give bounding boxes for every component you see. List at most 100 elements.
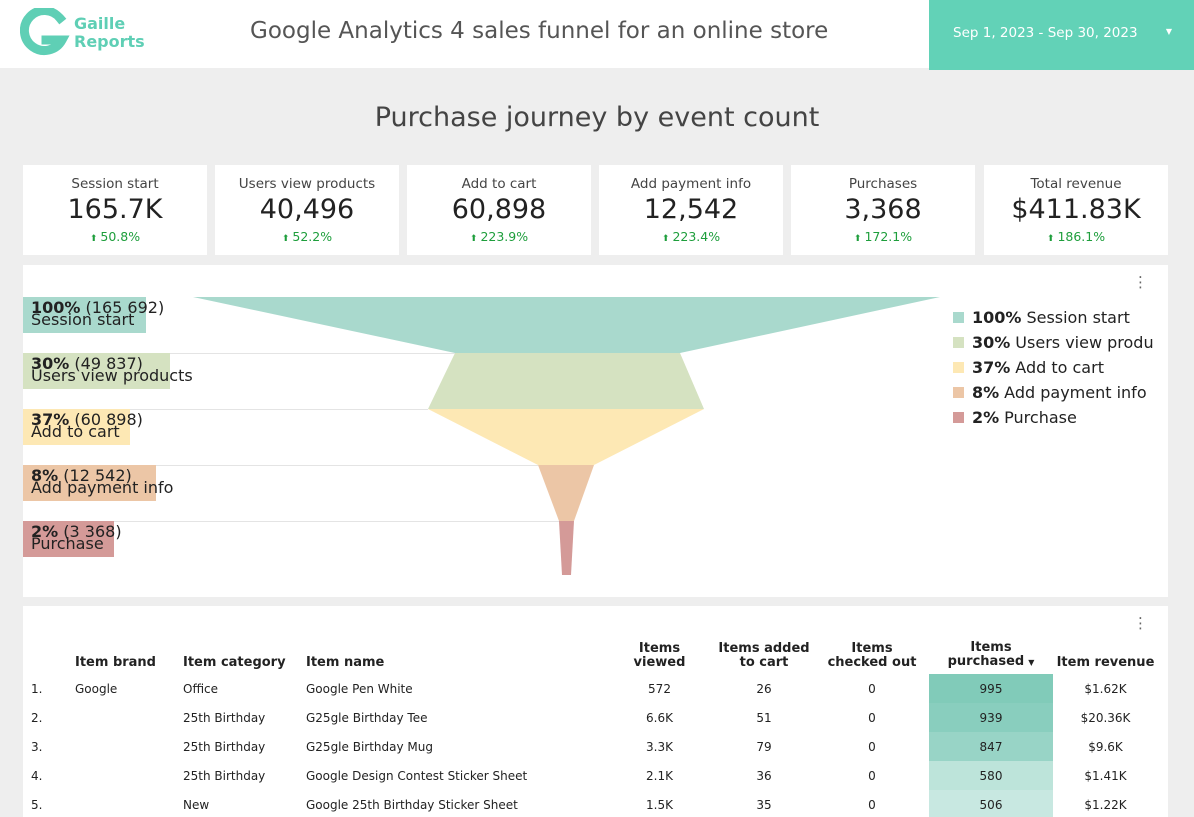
date-range-picker[interactable]: Sep 1, 2023 - Sep 30, 2023 ▼ (929, 0, 1194, 70)
funnel-panel: ⋮ 100% (165 692) Session start 30% (49 8… (23, 265, 1168, 597)
legend-item[interactable]: 100% Session start (953, 305, 1153, 330)
row-number: 4. (31, 768, 43, 783)
cell-cart: 35 (756, 797, 772, 812)
arrow-up-icon: ⬆ (469, 234, 478, 244)
row-number: 3. (31, 739, 43, 754)
cell-revenue: $1.62K (1084, 681, 1127, 696)
kpi-label: Session start (71, 176, 159, 192)
kpi-delta: ⬆ 52.2% (215, 229, 399, 244)
table-row[interactable]: 1. Google Office Google Pen White 572 26… (23, 674, 1158, 703)
legend-item[interactable]: 8% Add payment info (953, 380, 1153, 405)
stage-bar (23, 297, 146, 333)
column-header-item-name[interactable]: Item name (306, 655, 385, 670)
cell-category: 25th Birthday (183, 710, 266, 725)
gaille-reports-logo[interactable]: Gaille Reports (20, 8, 145, 58)
section-title: Purchase journey by event count (374, 102, 820, 133)
legend-pct: 8% (972, 383, 1000, 402)
cell-cart: 36 (756, 768, 772, 783)
stage-pct: 2% (31, 522, 59, 541)
arrow-up-icon: ⬆ (281, 234, 290, 244)
kpi-label: Purchases (848, 176, 918, 192)
legend-item[interactable]: 2% Purchase (953, 405, 1153, 430)
items-table-panel: ⋮ Item brand Item category Item name Ite… (23, 606, 1168, 817)
row-number-header (23, 641, 75, 674)
header-line: to cart (739, 655, 789, 670)
legend-label: Users view produ (1015, 333, 1153, 352)
legend-swatch (953, 412, 964, 423)
legend-swatch (953, 387, 964, 398)
column-header-item-category[interactable]: Item category (183, 655, 286, 670)
arrow-up-icon: ⬆ (853, 234, 862, 244)
column-header-items-added-to-cart[interactable]: Items added to cart (713, 641, 815, 674)
stage-bar (23, 353, 170, 389)
kpi-delta-value: 50.8% (100, 229, 141, 244)
kpi-value: 165.7K (67, 194, 163, 225)
page-title: Google Analytics 4 sales funnel for an o… (250, 18, 829, 44)
cell-checked-out: 0 (868, 710, 876, 725)
funnel-chart (193, 297, 940, 575)
legend-item[interactable]: 30% Users view produ (953, 330, 1153, 355)
more-options-icon[interactable]: ⋮ (1133, 273, 1148, 291)
cell-checked-out: 0 (868, 768, 876, 783)
kpi-delta-value: 186.1% (1057, 229, 1106, 244)
column-header-items-viewed[interactable]: Items viewed (606, 641, 713, 674)
cell-revenue: $1.22K (1084, 797, 1127, 812)
cell-brand (75, 790, 183, 817)
header-line: Items (970, 640, 1012, 655)
stage-count: (165 692) (85, 298, 165, 317)
date-range-label: Sep 1, 2023 - Sep 30, 2023 (953, 25, 1138, 41)
kpi-value: $411.83K (1011, 194, 1141, 225)
table-row[interactable]: 3. 25th Birthday G25gle Birthday Mug 3.3… (23, 732, 1158, 761)
funnel-stage-label-users-view-products: 30% (49 837) Users view products (23, 353, 193, 389)
column-header-item-brand[interactable]: Item brand (75, 655, 156, 670)
logo-text: Gaille Reports (74, 15, 145, 51)
table-row[interactable]: 2. 25th Birthday G25gle Birthday Tee 6.6… (23, 703, 1158, 732)
kpi-value: 40,496 (259, 194, 355, 225)
column-header-items-checked-out[interactable]: Items checked out (815, 641, 929, 674)
stage-pct: 37% (31, 410, 70, 429)
cell-brand (75, 732, 183, 761)
cell-name: Google Pen White (306, 681, 413, 696)
stage-pct: 30% (31, 354, 70, 373)
table-row[interactable]: 5. New Google 25th Birthday Sticker Shee… (23, 790, 1158, 817)
cell-name: Google Design Contest Sticker Sheet (306, 768, 528, 783)
divider (23, 465, 538, 466)
stage-pct: 100% (31, 298, 81, 317)
funnel-segment-purchase (559, 521, 574, 575)
logo-line2: Reports (74, 32, 145, 51)
column-header-items-purchased[interactable]: Items purchased ▼ (929, 641, 1053, 674)
legend-item[interactable]: 37% Add to cart (953, 355, 1153, 380)
arrow-up-icon: ⬆ (661, 234, 670, 244)
cell-purchased: 506 (929, 790, 1053, 817)
stage-count: (12 542) (63, 466, 132, 485)
more-options-icon[interactable]: ⋮ (1133, 614, 1148, 632)
cell-viewed: 1.5K (646, 797, 673, 812)
funnel-legend: 100% Session start 30% Users view produ … (953, 305, 1153, 430)
row-number: 5. (31, 797, 43, 812)
kpi-delta: ⬆ 223.4% (599, 229, 783, 244)
stage-count: (3 368) (63, 522, 122, 541)
kpi-delta-value: 223.4% (672, 229, 721, 244)
sort-desc-icon[interactable]: ▼ (1028, 658, 1035, 667)
legend-swatch (953, 362, 964, 373)
cell-purchased: 995 (929, 674, 1053, 703)
cell-category: 25th Birthday (183, 768, 266, 783)
table-row[interactable]: 4. 25th Birthday Google Design Contest S… (23, 761, 1158, 790)
legend-pct: 37% (972, 358, 1011, 377)
stage-value: 100% (165 692) (31, 298, 164, 317)
column-header-item-revenue[interactable]: Item revenue (1056, 655, 1155, 670)
kpi-value: 3,368 (844, 194, 922, 225)
kpi-value: 60,898 (451, 194, 547, 225)
cell-cart: 79 (756, 739, 772, 754)
stage-count: (49 837) (74, 354, 143, 373)
table-header-row: Item brand Item category Item name Items… (23, 641, 1158, 674)
kpi-value: 12,542 (643, 194, 739, 225)
kpi-card-users-view-products: Users view products 40,496 ⬆ 52.2% (215, 165, 399, 255)
row-number: 1. (31, 681, 43, 696)
kpi-delta-value: 223.9% (480, 229, 529, 244)
cell-brand: Google (75, 681, 118, 696)
cell-checked-out: 0 (868, 681, 876, 696)
chevron-down-icon[interactable]: ▼ (1165, 27, 1172, 36)
stage-value: 30% (49 837) (31, 354, 143, 373)
cell-cart: 26 (756, 681, 772, 696)
